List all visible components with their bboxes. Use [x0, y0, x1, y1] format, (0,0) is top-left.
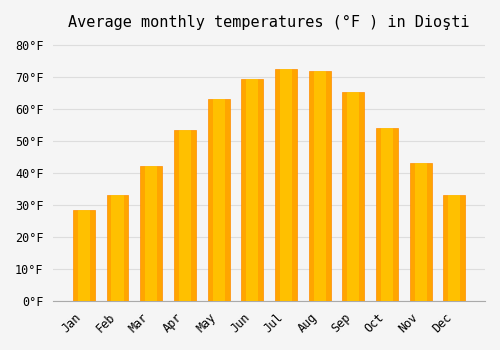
- Bar: [112, 195, 124, 301]
- Bar: [179, 130, 191, 301]
- Title: Average monthly temperatures (°F ) in Dioşti: Average monthly temperatures (°F ) in Di…: [68, 15, 470, 30]
- Bar: [242, 79, 263, 301]
- Bar: [308, 71, 330, 301]
- Bar: [140, 166, 162, 301]
- Bar: [342, 92, 364, 301]
- Bar: [275, 69, 297, 301]
- Bar: [414, 163, 427, 301]
- Bar: [448, 195, 460, 301]
- Bar: [208, 99, 230, 301]
- Bar: [444, 195, 466, 301]
- Bar: [212, 99, 224, 301]
- Bar: [376, 128, 398, 301]
- Bar: [280, 69, 292, 301]
- Bar: [348, 92, 360, 301]
- Bar: [314, 71, 326, 301]
- Bar: [174, 130, 196, 301]
- Bar: [106, 195, 128, 301]
- Bar: [381, 128, 393, 301]
- Bar: [73, 210, 94, 301]
- Bar: [145, 166, 157, 301]
- Bar: [410, 163, 432, 301]
- Bar: [78, 210, 90, 301]
- Bar: [246, 79, 258, 301]
